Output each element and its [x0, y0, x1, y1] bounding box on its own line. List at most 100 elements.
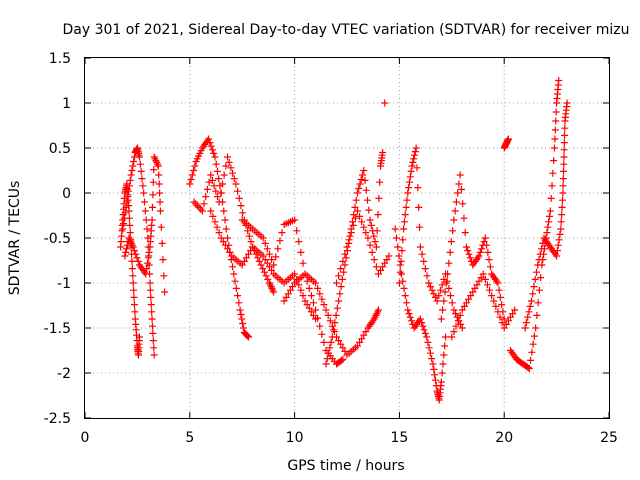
data-point: [421, 265, 429, 273]
data-point: [532, 268, 540, 276]
data-point: [129, 162, 137, 170]
data-point: [446, 248, 454, 256]
data-point: [158, 239, 166, 247]
data-point: [190, 167, 198, 174]
data-point: [130, 286, 138, 294]
data-point: [341, 250, 349, 258]
x-tick-label: 0: [81, 430, 90, 446]
data-point: [543, 229, 551, 237]
data-point: [160, 272, 168, 280]
data-point: [528, 348, 536, 356]
data-point: [467, 292, 475, 300]
data-point: [548, 182, 556, 190]
data-point: [226, 248, 234, 256]
data-point: [121, 209, 129, 217]
data-point: [337, 340, 345, 348]
data-point: [483, 241, 491, 249]
data-point: [466, 254, 474, 262]
data-point: [339, 257, 347, 265]
data-point: [327, 338, 335, 346]
data-point: [559, 175, 567, 183]
data-point: [502, 320, 510, 328]
data-point: [428, 355, 436, 363]
data-point: [218, 180, 226, 188]
data-point: [418, 319, 426, 327]
data-point: [522, 319, 530, 327]
data-point: [431, 293, 439, 301]
data-point: [521, 324, 529, 332]
data-point: [358, 218, 366, 226]
data-point: [312, 279, 320, 287]
data-point: [547, 194, 555, 202]
data-point: [473, 281, 481, 289]
data-point: [405, 184, 413, 192]
data-point: [316, 322, 324, 330]
data-point: [420, 326, 428, 334]
data-point: [558, 211, 566, 219]
data-point: [326, 317, 334, 325]
data-point: [371, 238, 379, 246]
data-point: [532, 324, 540, 332]
data-point: [425, 279, 433, 287]
series-sat-c: [121, 153, 169, 296]
data-point: [342, 254, 350, 262]
data-point: [359, 171, 367, 179]
data-point: [353, 207, 361, 215]
data-point: [471, 284, 479, 292]
data-point: [362, 229, 370, 237]
data-point: [495, 286, 503, 294]
data-point: [239, 320, 247, 327]
y-tick-label: 1: [62, 96, 71, 112]
data-point: [219, 238, 227, 246]
data-point: [416, 315, 424, 323]
data-point: [362, 186, 370, 194]
x-tick-label: 15: [390, 430, 408, 446]
x-axis-label: GPS time / hours: [287, 458, 404, 474]
data-point: [224, 245, 232, 253]
data-point: [560, 139, 568, 147]
y-tick-label: -1: [57, 276, 71, 292]
data-point: [464, 247, 472, 255]
data-point: [405, 178, 413, 186]
data-point: [396, 268, 404, 276]
data-point: [397, 257, 405, 265]
data-point: [374, 306, 382, 314]
data-point: [212, 187, 220, 195]
data-point: [341, 261, 349, 269]
data-point: [533, 311, 541, 319]
data-point: [129, 272, 137, 280]
x-tick-label: 10: [286, 430, 304, 446]
data-point: [553, 252, 561, 260]
data-point: [208, 146, 216, 154]
data-point: [156, 198, 164, 206]
data-point: [394, 243, 402, 251]
data-point: [215, 175, 223, 183]
data-point: [509, 310, 517, 318]
data-point: [127, 171, 135, 179]
data-point: [150, 166, 158, 174]
data-point: [207, 207, 215, 215]
data-point: [405, 310, 413, 318]
data-point: [147, 293, 155, 301]
data-point: [331, 319, 339, 327]
data-point: [349, 221, 357, 229]
data-point: [392, 234, 400, 242]
data-point: [343, 243, 351, 251]
data-point: [441, 288, 449, 296]
series-sat-m: [395, 144, 466, 332]
data-point: [257, 261, 265, 269]
data-point: [238, 261, 246, 269]
data-point: [377, 266, 385, 274]
data-point: [448, 299, 456, 307]
data-point: [383, 256, 391, 264]
data-point: [558, 203, 566, 211]
data-point: [418, 250, 426, 258]
data-point: [452, 322, 460, 330]
data-point: [230, 270, 238, 278]
data-point: [450, 306, 458, 314]
data-point: [305, 284, 313, 292]
data-point: [309, 299, 317, 307]
data-point: [445, 284, 453, 292]
